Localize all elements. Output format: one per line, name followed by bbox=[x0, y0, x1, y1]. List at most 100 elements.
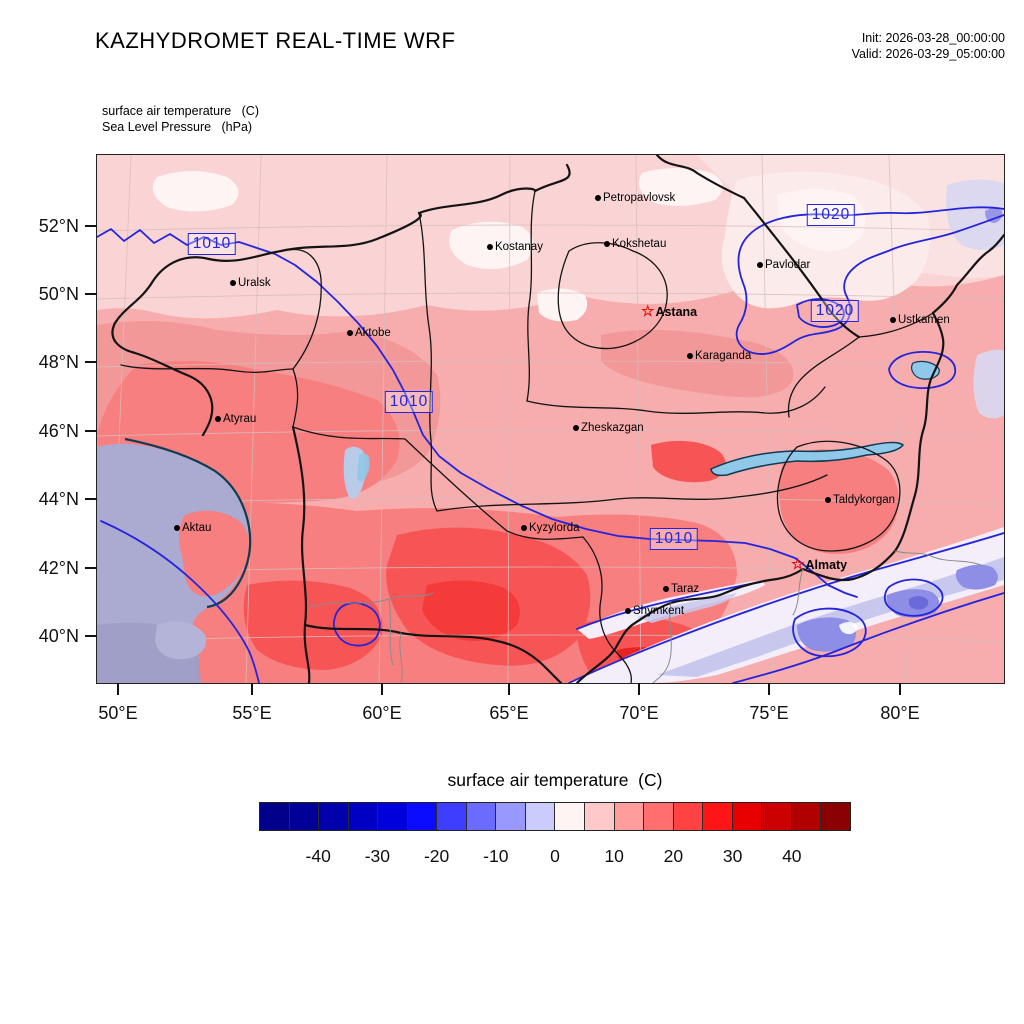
city-marker-atyrau: Atyrau bbox=[215, 413, 256, 425]
city-marker-aktobe: Aktobe bbox=[347, 327, 391, 339]
contour-1010-main bbox=[97, 228, 858, 598]
city-marker-karaganda: Karaganda bbox=[687, 350, 751, 362]
city-dot-icon bbox=[825, 497, 831, 503]
map-plot-area: Petropavlovsk Kostanay Kokshetau Pavlodar Ur… bbox=[39, 154, 1005, 723]
lat-tick-label: 52°N bbox=[38, 216, 79, 236]
colorbar-tick-label: 40 bbox=[782, 846, 802, 866]
colorbar-cell-9 bbox=[525, 803, 556, 830]
lon-tick-mark bbox=[117, 683, 119, 695]
city-marker-shymkent: Shymkent bbox=[625, 605, 684, 617]
valid-time: Valid: 2026-03-29_05:00:00 bbox=[851, 47, 1005, 61]
lat-tick-label: 44°N bbox=[38, 489, 79, 509]
temp-mid-center bbox=[601, 329, 794, 398]
admin-borders bbox=[111, 155, 1004, 683]
lat-tick-mark bbox=[85, 567, 97, 569]
colorbar-cell-13 bbox=[644, 803, 674, 830]
colorbar-tick-label: 30 bbox=[722, 846, 743, 866]
city-dot-icon bbox=[573, 425, 579, 431]
colorbar-cell-2 bbox=[319, 803, 349, 830]
city-marker-uralsk: Uralsk bbox=[230, 277, 271, 289]
city-label: Ustkamen bbox=[898, 314, 950, 326]
legend-title: surface air temperature (C) bbox=[447, 770, 663, 790]
kara-bogaz bbox=[155, 621, 207, 660]
temp-deep-1 bbox=[422, 580, 520, 641]
contour-mtn-loop-1 bbox=[792, 607, 867, 658]
lon-tick-mark bbox=[768, 683, 770, 695]
contour-zaysan-loop bbox=[888, 351, 957, 389]
isobar-label-1020: 1020 bbox=[810, 300, 860, 322]
lon-tick-mark bbox=[508, 683, 510, 695]
lon-tick-mark bbox=[381, 683, 383, 695]
model-run-info: Init: 2026-03-28_00:00:00 Valid: 2026-03… bbox=[852, 30, 1005, 62]
city-dot-icon bbox=[521, 525, 527, 531]
city-dot-icon bbox=[604, 241, 610, 247]
colorbar-tick-label: 20 bbox=[663, 846, 684, 866]
page-title: KAZHYDROMET REAL-TIME WRF bbox=[95, 28, 456, 53]
city-label: Zheskazgan bbox=[581, 422, 644, 434]
lat-tick-label: 50°N bbox=[38, 284, 79, 304]
temp-white-4 bbox=[638, 168, 723, 206]
caspian-shoreline bbox=[124, 437, 252, 609]
lat-tick-label: 46°N bbox=[38, 421, 79, 441]
city-marker-kokshetau: Kokshetau bbox=[604, 238, 666, 250]
lon-tick-label: 70°E bbox=[619, 703, 659, 723]
city-dot-icon bbox=[230, 280, 236, 286]
colorbar-cell-10 bbox=[555, 803, 586, 830]
colorbar-cell-8 bbox=[496, 803, 526, 830]
colorbar-cell-1 bbox=[289, 803, 320, 830]
colorbar-cell-4 bbox=[378, 803, 408, 830]
colorbar-cell-12 bbox=[614, 803, 645, 830]
city-marker-kostanay: Kostanay bbox=[487, 241, 543, 253]
city-label: Astana bbox=[655, 305, 698, 319]
oblast-borders bbox=[120, 190, 934, 683]
city-label: Aktobe bbox=[355, 327, 391, 339]
lake-balkhash bbox=[710, 441, 905, 477]
colorbar-cell-5 bbox=[407, 803, 438, 830]
city-marker-petropavlovsk: Petropavlovsk bbox=[595, 192, 675, 204]
capital-star-icon: ☆ bbox=[791, 556, 805, 573]
isobar-label-1020: 1020 bbox=[806, 204, 856, 226]
colorbar-cell-7 bbox=[466, 803, 497, 830]
colorbar-tick-label: -30 bbox=[364, 846, 391, 866]
isobar-label-1010: 1010 bbox=[649, 528, 699, 550]
city-label: Kostanay bbox=[495, 241, 543, 253]
city-label: Aktau bbox=[182, 522, 212, 534]
colorbar-cell-16 bbox=[732, 803, 763, 830]
lat-tick-mark bbox=[85, 498, 97, 500]
city-marker-astana: ☆ Astana bbox=[641, 303, 698, 320]
city-marker-zheskazgan: Zheskazgan bbox=[573, 422, 644, 434]
colorbar-tick-label: 10 bbox=[604, 846, 624, 866]
foreign-borders bbox=[308, 550, 982, 683]
contour-1010-caspian bbox=[100, 520, 260, 683]
colorbar-tick-label: -10 bbox=[483, 846, 509, 866]
colorbar-tick-label: -40 bbox=[305, 846, 331, 866]
city-dot-icon bbox=[487, 244, 493, 250]
lon-tick-label: 80°E bbox=[880, 703, 920, 723]
colorbar-tick-label: -20 bbox=[423, 846, 450, 866]
contour-mtn-loop-2 bbox=[883, 578, 944, 617]
isobar-label-1010: 1010 bbox=[384, 391, 434, 413]
lon-tick-mark bbox=[899, 683, 901, 695]
contour-mtn-bottom bbox=[732, 592, 1004, 683]
city-label: Shymkent bbox=[633, 605, 685, 617]
colorbar-cell-0 bbox=[260, 803, 290, 830]
city-label: Uralsk bbox=[238, 277, 271, 289]
isobar-label-1010: 1010 bbox=[187, 233, 237, 255]
lat-tick-mark bbox=[85, 430, 97, 432]
lon-tick-label: 55°E bbox=[232, 703, 272, 723]
lon-tick-label: 65°E bbox=[489, 703, 529, 723]
temp-red-balkhash-w bbox=[651, 440, 726, 483]
city-dot-icon bbox=[215, 416, 221, 422]
lat-tick-label: 48°N bbox=[38, 352, 79, 372]
aral-sliver bbox=[357, 453, 370, 482]
capital-star-icon: ☆ bbox=[641, 303, 655, 320]
city-dot-icon bbox=[890, 317, 896, 323]
colorbar-tick-label: 0 bbox=[550, 846, 560, 866]
national-border bbox=[111, 155, 1004, 683]
city-dot-icon bbox=[347, 330, 353, 336]
city-marker-taldykorgan: Taldykorgan bbox=[825, 494, 895, 506]
lat-tick-mark bbox=[85, 361, 97, 363]
city-dot-icon bbox=[663, 586, 669, 592]
lon-tick-mark bbox=[251, 683, 253, 695]
